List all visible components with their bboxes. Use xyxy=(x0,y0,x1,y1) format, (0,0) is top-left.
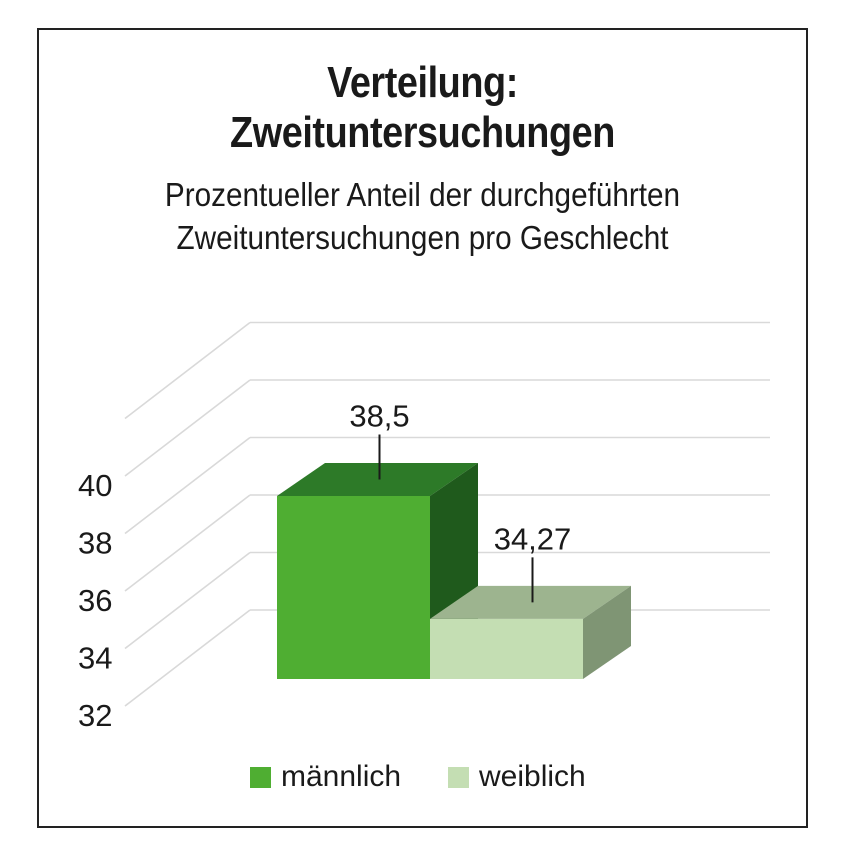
chart-title-line-1: Verteilung: xyxy=(327,58,518,107)
legend-label-maennlich: männlich xyxy=(281,760,402,793)
y-tick-label: 38 xyxy=(78,526,112,561)
data-label-0: 38,5 xyxy=(349,399,409,434)
y-tick-label: 36 xyxy=(78,583,112,618)
gridline-diagonal xyxy=(124,379,251,477)
chart-title-line-2: Zweituntersuchungen xyxy=(230,108,615,157)
gridline-diagonal xyxy=(124,436,251,535)
data-label-1: 34,27 xyxy=(494,521,572,556)
legend-label-weiblich: weiblich xyxy=(479,760,586,793)
bar-front-1 xyxy=(430,618,583,679)
chart-frame xyxy=(37,28,808,828)
gridline-diagonal xyxy=(124,609,251,707)
bar-front-0 xyxy=(277,496,430,679)
chart-title: Verteilung: Zweituntersuchungen xyxy=(59,58,786,158)
bar-top-1 xyxy=(430,585,631,619)
gridline-diagonal xyxy=(124,321,251,420)
legend-swatch-maennlich xyxy=(250,766,271,788)
bar-side-1 xyxy=(583,585,631,679)
legend-item-weiblich: weiblich xyxy=(448,760,586,794)
bar-top-0 xyxy=(277,463,478,496)
legend-swatch-weiblich xyxy=(448,766,469,788)
y-tick-label: 32 xyxy=(78,698,112,733)
gridline-diagonal xyxy=(124,494,251,592)
y-tick-label: 34 xyxy=(78,641,112,676)
chart-subtitle-line-1: Prozentueller Anteil der durchgeführten xyxy=(164,176,681,213)
gridline-diagonal xyxy=(124,551,251,650)
chart-subtitle-line-2: Zweituntersuchungen pro Geschlecht xyxy=(176,219,669,256)
y-tick-label: 40 xyxy=(78,468,112,503)
chart-subtitle: Prozentueller Anteil der durchgeführten … xyxy=(42,173,803,259)
legend-item-maennlich: männlich xyxy=(250,760,401,794)
